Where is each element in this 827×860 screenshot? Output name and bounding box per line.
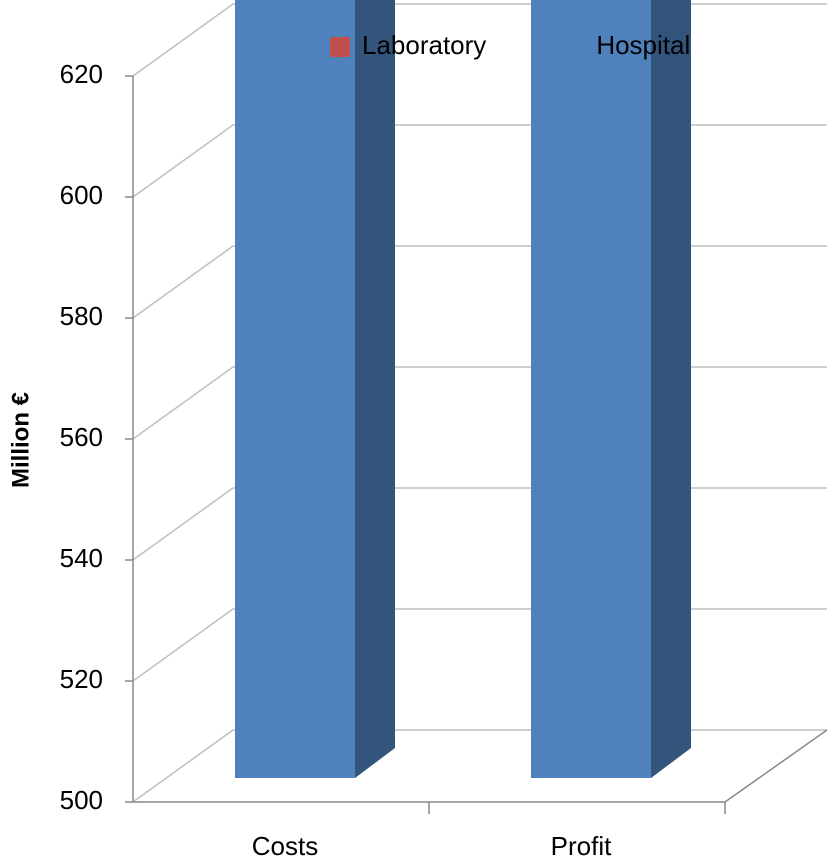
bar-segment [235, 0, 355, 778]
y-tick-label: 620 [60, 59, 103, 89]
floor-edge [724, 729, 827, 803]
y-tick-label: 520 [60, 664, 103, 694]
y-tick-label: 580 [60, 301, 103, 331]
y-axis-label: Million € [7, 392, 34, 488]
bar-side [651, 0, 691, 778]
grid-line [132, 608, 234, 682]
grid-line [132, 124, 234, 198]
grid-line [132, 3, 234, 77]
x-tick-label: Costs [252, 831, 318, 860]
legend-label: Hospital [596, 30, 690, 60]
legend-swatch [330, 37, 350, 57]
grid-line [132, 366, 234, 440]
legend-swatch [564, 37, 585, 57]
y-tick-label: 500 [60, 785, 103, 815]
legend-label: Laboratory [362, 30, 486, 60]
grid-line [132, 729, 234, 803]
y-tick-label: 600 [60, 180, 103, 210]
bar-side [355, 0, 395, 778]
y-tick-label: 560 [60, 422, 103, 452]
bar-segment [531, 0, 651, 778]
y-tick-label: 540 [60, 543, 103, 573]
grid-line [132, 245, 234, 319]
x-tick-label: Profit [551, 831, 612, 860]
grid-line [132, 487, 234, 561]
